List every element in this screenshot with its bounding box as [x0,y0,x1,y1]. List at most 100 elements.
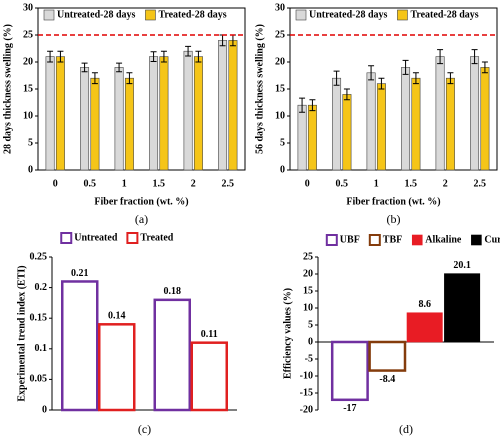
legend-swatch [325,234,338,246]
error-bar [471,49,478,65]
y-axis-label: Experimental trend index (ETI) [16,265,27,401]
bar [98,323,136,412]
x-tick-label: 0 [53,178,58,189]
legend-swatch [126,232,139,244]
bar [90,77,100,171]
bar [114,67,124,171]
error-bar [299,97,306,113]
data-label: 8.6 [418,299,431,310]
x-tick-label: 2 [443,178,448,189]
x-tick-label: 2 [191,178,196,189]
y-tick-label: 5 [280,137,285,148]
error-bar [126,72,133,85]
bar [480,67,490,171]
x-tick-label: 0 [305,178,310,189]
y-axis-label: 28 days thickness swelling (%) [2,24,13,154]
y-tick-label: 30 [275,2,285,13]
y-tick-label: 10 [303,302,313,313]
y-tick-label: -5 [305,353,313,364]
legend-label: Treated [140,232,173,243]
y-tick-label: 15 [23,83,33,94]
error-bar [481,61,488,74]
x-axis-label: Fiber fraction (wt. %) [94,196,188,207]
y-tick-label: 0 [28,164,33,175]
x-axis-label: Fiber fraction (wt. %) [346,196,440,207]
legend-swatch [411,234,423,246]
data-label: -17 [343,403,356,414]
y-tick-label: 0.15 [30,312,48,323]
y-tick-label: 25 [303,251,313,262]
bar [80,67,90,171]
x-tick-label: 0.5 [84,178,97,189]
y-tick-label: 0 [308,336,313,347]
caption: (a) [135,212,148,226]
y-tick-label: -15 [300,387,313,398]
y-tick-label: 20 [275,56,285,67]
caption: (c) [138,422,151,436]
y-tick-label: 30 [23,2,33,13]
error-bar [402,59,409,75]
legend-label: Untreated-28 days [309,9,388,20]
y-tick-label: 25 [23,29,33,40]
legend-swatch [43,9,55,21]
y-tick-label: 0.05 [30,374,48,385]
bar [228,40,238,171]
error-bar [447,72,454,85]
bar [444,273,481,343]
error-bar [91,72,98,85]
legend-label: Treated-28 days [158,9,226,20]
error-bar [412,72,419,85]
y-tick-label: 5 [28,137,33,148]
y-tick-label: 15 [303,285,313,296]
error-bar [378,77,385,90]
legend-label: UBF [340,234,360,245]
y-tick-label: 10 [275,110,285,121]
legend-swatch [295,9,307,21]
x-tick-label: 1 [374,178,379,189]
bar [61,280,99,412]
bar [406,312,443,343]
bar [470,56,480,171]
y-tick-label: 0 [42,404,47,415]
data-label: 20.1 [453,260,471,271]
legend-swatch [397,9,408,21]
bar [218,40,228,171]
error-bar [150,51,157,62]
legend-label: Curing [484,234,500,245]
bar [149,56,159,171]
legend-label: Alkaline [425,234,462,245]
caption: (d) [399,422,413,436]
bar [124,77,134,171]
legend-swatch [145,9,156,21]
legend-label: Treated-28 days [410,9,478,20]
legend-label: Untreated [74,232,118,243]
error-bar [47,50,54,63]
plot-frame [37,7,246,171]
data-label: -8.4 [379,374,395,385]
legend-swatch [368,234,381,246]
x-tick-label: 2.5 [222,178,235,189]
error-bar [333,70,340,86]
y-tick-label: 0.1 [35,343,48,354]
bar [297,104,307,171]
bar [330,340,369,402]
bar [342,94,352,171]
y-axis-label: Efficiency values (%) [282,288,293,379]
caption: (b) [387,212,401,226]
y-tick-label: 5 [308,319,313,330]
bar [366,72,376,171]
y-tick-label: 20 [303,268,313,279]
bar [193,56,203,171]
error-bar [368,65,375,81]
error-bar [437,49,444,65]
x-tick-label: 1 [122,178,127,189]
bar [368,340,407,372]
error-bar [185,45,192,57]
x-tick-label: 2.5 [474,178,487,189]
error-bar [309,99,316,112]
legend-label: TBF [383,234,402,245]
legend-label: Untreated-28 days [57,9,136,20]
x-tick-label: 1.5 [405,178,418,189]
bar [153,298,191,412]
